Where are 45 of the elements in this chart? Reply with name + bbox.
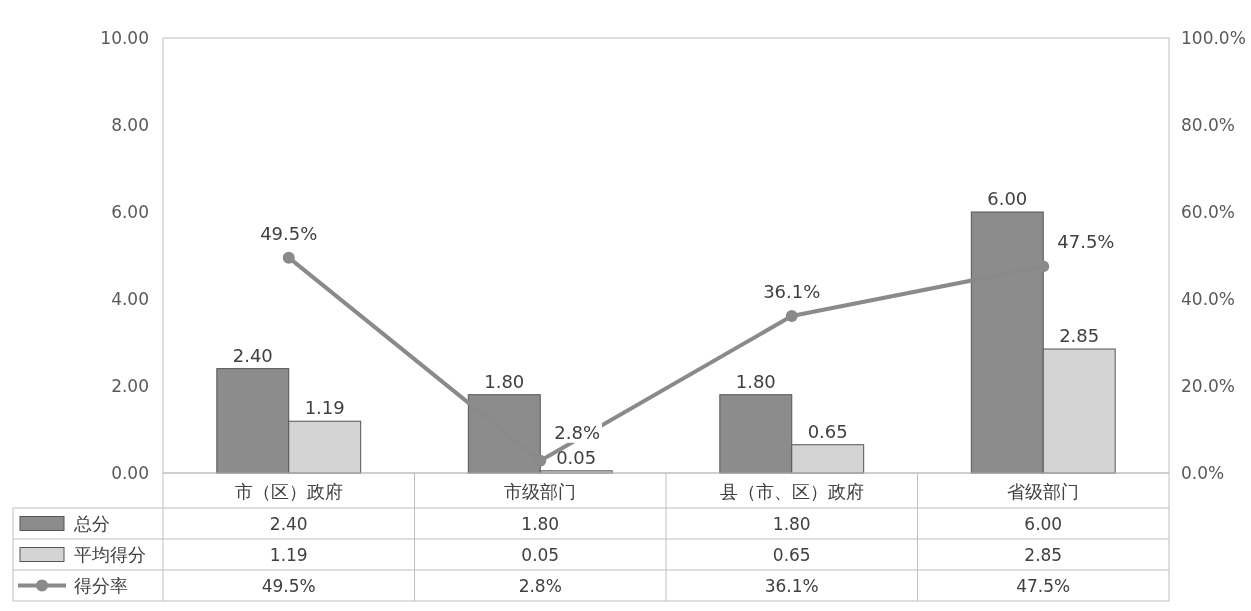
data-label: 2.40 xyxy=(269,513,308,534)
data-label: 49.5% xyxy=(261,575,316,596)
x-tick-label: 县（市、区）政府 xyxy=(719,481,864,502)
text: 49.5% xyxy=(260,222,318,244)
text: 1.80 xyxy=(484,370,525,392)
y2-tick-label: 0.0% xyxy=(1181,463,1225,483)
point xyxy=(282,251,295,264)
y-tick-label: 10.00 xyxy=(100,28,149,48)
data-label: 1.80 xyxy=(521,513,560,534)
text: 1.80 xyxy=(735,370,776,392)
data-label: 2.8% xyxy=(518,575,562,596)
x-tick-label: 省级部门 xyxy=(1007,481,1080,502)
text: 6.00 xyxy=(987,188,1028,209)
text: 0.65 xyxy=(807,420,848,442)
data-label: 1.19 xyxy=(269,544,308,565)
data-label: 0.05 xyxy=(521,544,560,565)
legend-label: 总分 xyxy=(73,512,110,534)
data-label: 2.85 xyxy=(1024,544,1063,565)
data-label: 1.80 xyxy=(772,513,811,534)
y2-tick-label: 100.0% xyxy=(1181,28,1246,48)
y2-tick-label: 80.0% xyxy=(1181,115,1236,135)
data-label: 6.00 xyxy=(1024,513,1063,534)
legend-label: 得分率 xyxy=(74,574,128,596)
text: 2.8% xyxy=(554,421,600,443)
y2-tick-label: 60.0% xyxy=(1181,202,1236,222)
data-label: 36.1% xyxy=(764,575,819,596)
y-tick-label: 2.00 xyxy=(111,376,149,396)
y-tick-label: 6.00 xyxy=(111,202,149,222)
y2-tick-label: 40.0% xyxy=(1181,289,1236,309)
legend-label: 平均得分 xyxy=(74,543,146,565)
text: 1.19 xyxy=(304,397,345,419)
text: 47.5% xyxy=(1057,231,1115,253)
y-tick-label: 4.00 xyxy=(111,289,149,309)
text: 0.05 xyxy=(556,446,597,468)
x-tick-label: 市级部门 xyxy=(504,481,577,502)
y-tick-label: 0.00 xyxy=(111,463,149,483)
y-tick-label: 8.00 xyxy=(111,115,149,135)
text: 2.40 xyxy=(232,344,273,366)
text: 2.85 xyxy=(1059,325,1100,347)
data-label: 47.5% xyxy=(1016,575,1071,596)
point xyxy=(785,309,798,322)
x-tick-label: 市（区）政府 xyxy=(234,481,343,502)
y2-tick-label: 20.0% xyxy=(1181,376,1236,396)
text: 36.1% xyxy=(763,280,821,302)
data-label: 0.65 xyxy=(772,544,811,565)
